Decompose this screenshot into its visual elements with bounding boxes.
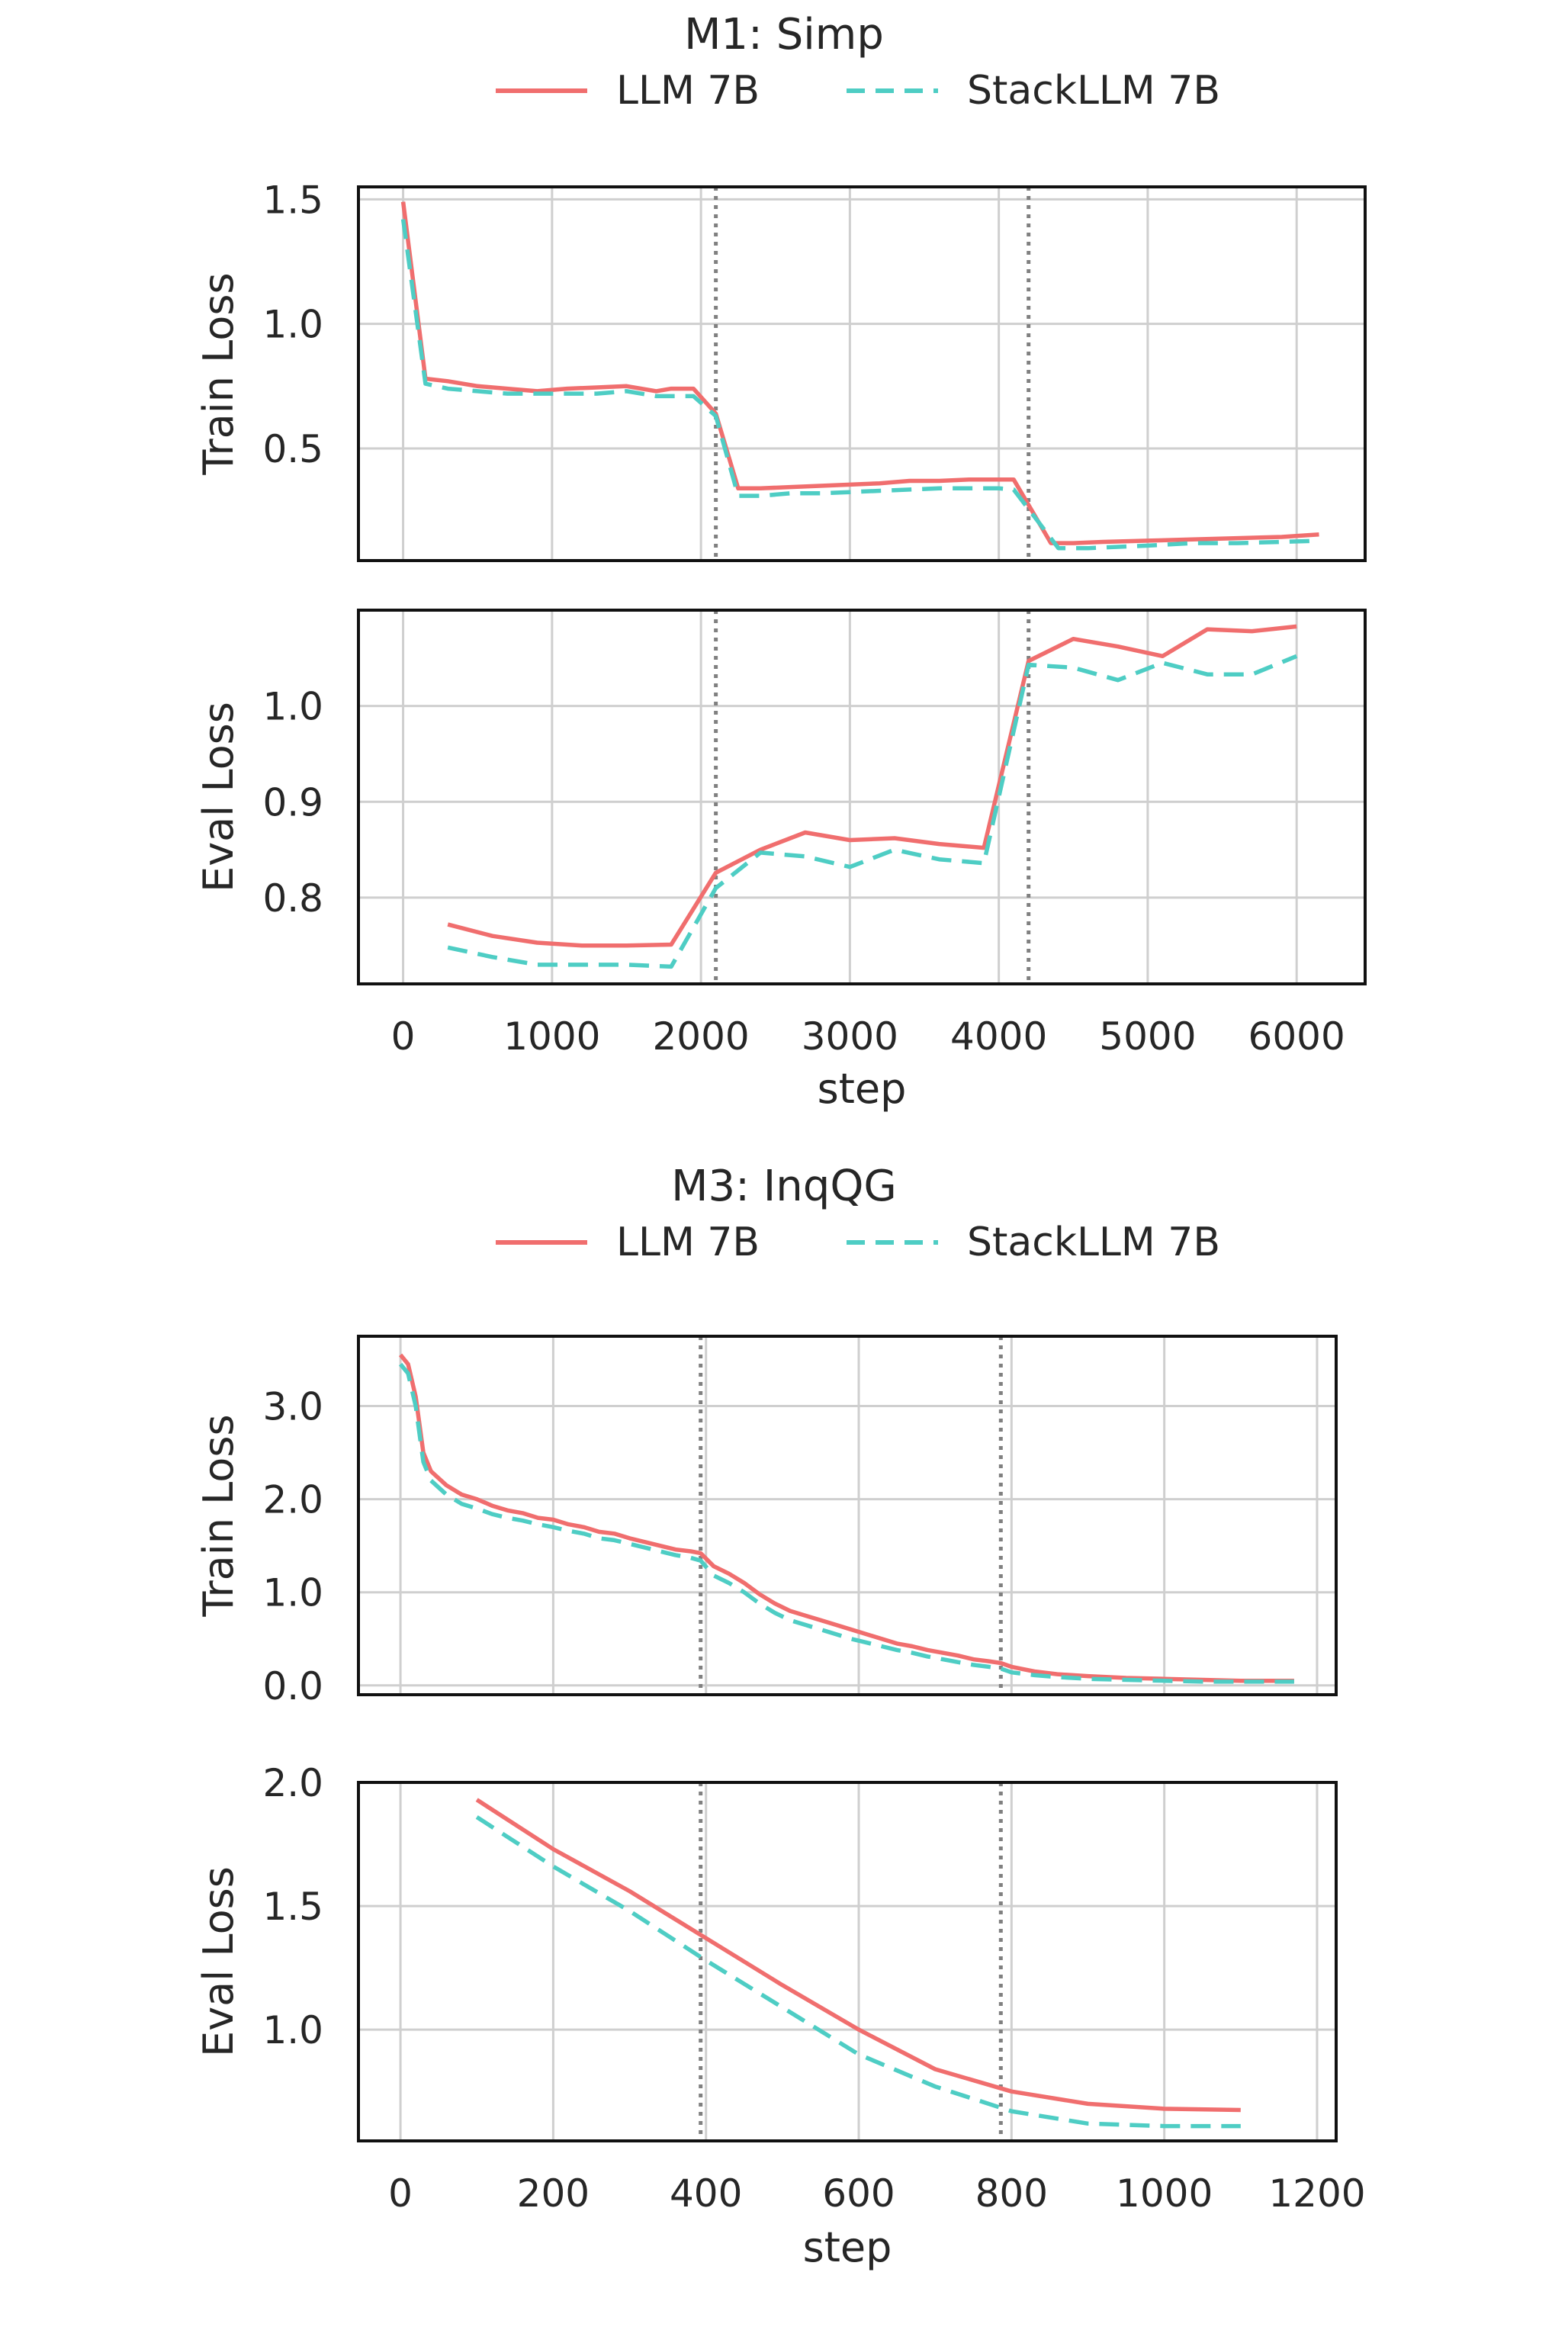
fig1-panel1-series-stackllm-7b [400, 219, 1319, 551]
fig2-panel1-grid [358, 1336, 1336, 1695]
fig1-xtick-label-7: 6000 [1248, 1014, 1345, 1059]
fig2-panel2-ylabel: Eval Loss [194, 1866, 243, 2057]
fig2-xlabel: step [803, 2223, 892, 2271]
fig2-xtick-label-1: 0 [388, 2171, 413, 2216]
fig2-legend-label-2: StackLLM 7B [967, 1220, 1220, 1265]
fig1-xtick-label-2: 1000 [503, 1014, 600, 1059]
fig1-xtick-label-3: 2000 [652, 1014, 749, 1059]
fig1-panel1-ytick-label-1: 0.5 [262, 427, 323, 471]
fig2-xtick-label-5: 800 [975, 2171, 1048, 2216]
fig1-panel1-frame [357, 185, 1367, 562]
fig1-panel2-ytick-label-2: 0.9 [262, 780, 323, 824]
fig1-panel2-ytick-label-3: 1.0 [262, 685, 323, 729]
fig2-legend-label-1: LLM 7B [616, 1220, 760, 1265]
fig1-panel1-grid [358, 187, 1365, 561]
fig1-title: M1: Simp [684, 10, 884, 59]
fig1-xtick-label-6: 5000 [1099, 1014, 1196, 1059]
fig1-panel2-frame [357, 609, 1367, 985]
fig2-panel2-ytick-label-1: 1.0 [262, 2008, 323, 2052]
fig1-panel2-ylabel: Eval Loss [194, 702, 243, 892]
fig2-panel1-frame [357, 1335, 1338, 1696]
fig1-panel1-series-llm-7b [400, 201, 1319, 545]
fig1-legend-label-1: LLM 7B [616, 68, 760, 114]
fig1-xtick-label-4: 3000 [802, 1014, 898, 1059]
fig2-panel2-ytick-label-2: 1.5 [262, 1885, 323, 1929]
fig2-xtick-label-6: 1000 [1116, 2171, 1213, 2216]
fig1-panel2-grid [358, 610, 1365, 984]
fig1-xtick-label-5: 4000 [950, 1014, 1047, 1059]
fig2-panel2-series-stackllm-7b [475, 1815, 1241, 2129]
fig1-panel2-ytick-label-1: 0.8 [262, 876, 323, 921]
fig2-panel1-ylabel: Train Loss [194, 1414, 243, 1617]
fig1-xtick-label-1: 0 [391, 1014, 416, 1059]
fig2-panel1-ytick-label-3: 2.0 [262, 1478, 323, 1522]
fig2-panel2-series-llm-7b [475, 1798, 1241, 2113]
fig2-xtick-label-4: 600 [822, 2171, 895, 2216]
fig2-panel1-ytick-label-4: 3.0 [262, 1385, 323, 1429]
fig1-panel1-ytick-label-2: 1.0 [262, 303, 323, 347]
fig2-panel1-series-llm-7b [398, 1353, 1294, 1683]
fig2-panel2-ytick-label-3: 2.0 [262, 1761, 323, 1805]
fig2-panel2-frame [357, 1781, 1338, 2142]
fig2-xtick-label-3: 400 [670, 2171, 742, 2216]
fig1-legend-label-2: StackLLM 7B [967, 68, 1220, 114]
fig2-title: M3: InqQG [671, 1162, 897, 1211]
fig2-panel1-ytick-label-2: 1.0 [262, 1571, 323, 1615]
fig2-panel1-ytick-label-1: 0.0 [262, 1664, 323, 1708]
fig2-xtick-label-7: 1200 [1268, 2171, 1365, 2216]
fig2-panel1-series-stackllm-7b [398, 1362, 1294, 1684]
fig1-panel2-series-stackllm-7b [447, 654, 1298, 969]
fig1-panel1-ytick-label-3: 1.5 [262, 178, 323, 222]
fig1-panel2-series-llm-7b [447, 624, 1297, 948]
fig1-xlabel: step [818, 1065, 907, 1113]
fig2-xtick-label-2: 200 [517, 2171, 590, 2216]
fig1-panel1-ylabel: Train Loss [194, 272, 243, 475]
